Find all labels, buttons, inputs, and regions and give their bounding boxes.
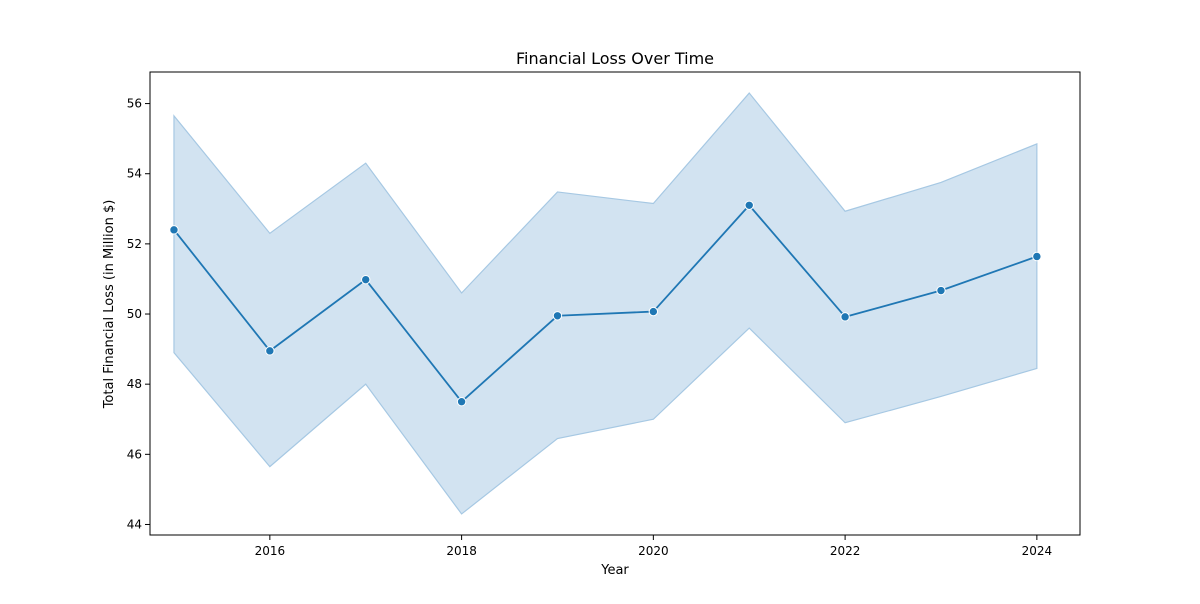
y-tick-label-44: 44 xyxy=(127,517,142,531)
y-tick-label-54: 54 xyxy=(127,167,142,181)
plot-area: 2016 2018 2020 2022 2024 44 46 48 50 52 54 56 xyxy=(127,71,1081,558)
confidence-band xyxy=(173,92,1038,515)
x-tick-label-2018: 2018 xyxy=(446,544,477,558)
data-point-2017 xyxy=(361,274,371,285)
chart-title: Financial Loss Over Time xyxy=(516,49,714,68)
y-tick-label-46: 46 xyxy=(127,447,142,461)
x-tick-label-2024: 2024 xyxy=(1022,544,1053,558)
y-tick-label-48: 48 xyxy=(127,377,142,391)
data-point-2022 xyxy=(840,312,850,322)
data-point-2023 xyxy=(936,285,946,296)
data-point-2024 xyxy=(1032,251,1042,262)
y-tick-label-56: 56 xyxy=(127,97,142,111)
plot-frame xyxy=(149,71,1081,536)
data-point-2020 xyxy=(648,306,659,317)
x-tick-label-2022: 2022 xyxy=(830,544,861,558)
y-tick-label-52: 52 xyxy=(127,237,142,251)
x-tick-label-2016: 2016 xyxy=(255,544,286,558)
data-point-2018 xyxy=(456,397,467,407)
data-point-2016 xyxy=(265,346,275,356)
data-point-2019 xyxy=(552,311,563,321)
series-line xyxy=(173,204,1038,403)
data-point-2015 xyxy=(169,225,179,235)
x-axis-label: Year xyxy=(600,563,629,578)
data-point-2021 xyxy=(744,200,754,210)
y-tick-label-50: 50 xyxy=(127,307,142,321)
y-axis-label: Total Financial Loss (in Million $) xyxy=(102,200,117,410)
x-tick-label-2020: 2020 xyxy=(638,544,669,558)
